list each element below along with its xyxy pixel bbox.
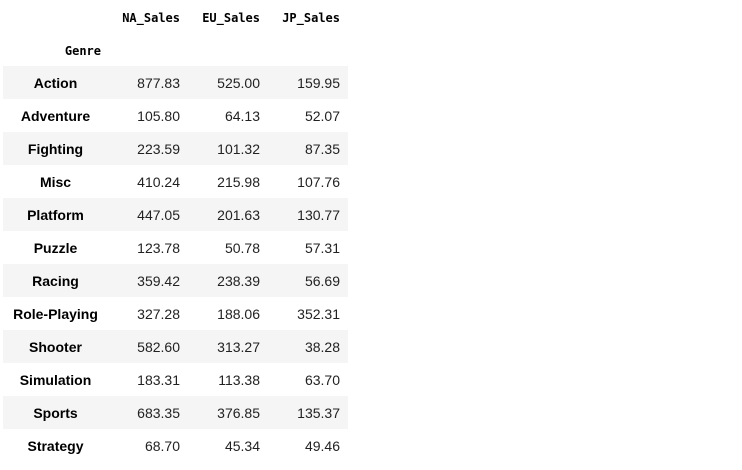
table-row: Simulation 183.31 113.38 63.70	[3, 363, 348, 396]
value-cell: 376.85	[217, 404, 260, 421]
blank-cell	[108, 36, 188, 66]
value-cell: 130.77	[297, 206, 340, 223]
row-label: Platform	[27, 206, 84, 223]
blank-cell	[268, 36, 348, 66]
value-cell: 45.34	[224, 437, 260, 454]
table-row: Action 877.83 525.00 159.95	[3, 66, 348, 99]
row-label: Racing	[32, 272, 79, 289]
table-row: Role-Playing 327.28 188.06 352.31	[3, 297, 348, 330]
value-cell: 877.83	[137, 74, 180, 91]
dataframe-table: NA_Sales EU_Sales JP_Sales Genre Action 8…	[3, 0, 348, 462]
value-cell: 582.60	[137, 338, 180, 355]
value-cell: 52.07	[304, 107, 340, 124]
value-cell: 447.05	[137, 206, 180, 223]
value-cell: 135.37	[297, 404, 340, 421]
row-label: Sports	[33, 404, 78, 421]
value-cell: 123.78	[137, 239, 180, 256]
value-cell: 49.46	[304, 437, 340, 454]
table-row: Sports 683.35 376.85 135.37	[3, 396, 348, 429]
table-row: Fighting 223.59 101.32 87.35	[3, 132, 348, 165]
table-row: Shooter 582.60 313.27 38.28	[3, 330, 348, 363]
value-cell: 215.98	[217, 173, 260, 190]
blank-cell	[3, 0, 108, 36]
column-header: EU_Sales	[202, 11, 260, 25]
table-row: Strategy 68.70 45.34 49.46	[3, 429, 348, 462]
value-cell: 68.70	[144, 437, 180, 454]
value-cell: 56.69	[304, 272, 340, 289]
value-cell: 683.35	[137, 404, 180, 421]
value-cell: 113.38	[218, 371, 260, 388]
table-row: Platform 447.05 201.63 130.77	[3, 198, 348, 231]
value-cell: 359.42	[137, 272, 180, 289]
table-row: Puzzle 123.78 50.78 57.31	[3, 231, 348, 264]
value-cell: 63.70	[304, 371, 340, 388]
index-name-row: Genre	[3, 36, 348, 66]
column-header: NA_Sales	[122, 11, 180, 25]
table-body: Action 877.83 525.00 159.95 Adventure 105.80 6…	[3, 66, 348, 462]
value-cell: 107.76	[297, 173, 340, 190]
value-cell: 50.78	[224, 239, 260, 256]
column-header-row: NA_Sales EU_Sales JP_Sales	[3, 0, 348, 36]
value-cell: 223.59	[137, 140, 180, 157]
value-cell: 105.80	[137, 107, 180, 124]
value-cell: 87.35	[304, 140, 340, 157]
value-cell: 183.31	[137, 371, 180, 388]
row-label: Fighting	[27, 140, 84, 157]
value-cell: 101.32	[217, 140, 260, 157]
value-cell: 238.39	[217, 272, 260, 289]
table-row: Misc 410.24 215.98 107.76	[3, 165, 348, 198]
value-cell: 525.00	[217, 74, 260, 91]
row-label: Shooter	[29, 338, 82, 355]
value-cell: 201.63	[217, 206, 260, 223]
value-cell: 38.28	[304, 338, 340, 355]
blank-cell	[188, 36, 268, 66]
row-label: Adventure	[20, 107, 91, 124]
row-label: Action	[33, 74, 78, 91]
column-header: JP_Sales	[282, 11, 340, 25]
value-cell: 188.06	[217, 305, 260, 322]
value-cell: 64.13	[224, 107, 260, 124]
row-label: Puzzle	[33, 239, 78, 256]
index-name: Genre	[64, 44, 101, 58]
row-label: Role-Playing	[13, 305, 98, 322]
row-label: Simulation	[19, 371, 92, 388]
value-cell: 327.28	[137, 305, 180, 322]
value-cell: 352.31	[297, 305, 340, 322]
value-cell: 57.31	[304, 239, 340, 256]
value-cell: 159.95	[297, 74, 340, 91]
table-row: Racing 359.42 238.39 56.69	[3, 264, 348, 297]
table-row: Adventure 105.80 64.13 52.07	[3, 99, 348, 132]
row-label: Strategy	[27, 437, 84, 454]
value-cell: 313.27	[217, 338, 260, 355]
row-label: Misc	[39, 173, 72, 190]
value-cell: 410.24	[137, 173, 180, 190]
table-header: NA_Sales EU_Sales JP_Sales Genre	[3, 0, 348, 66]
